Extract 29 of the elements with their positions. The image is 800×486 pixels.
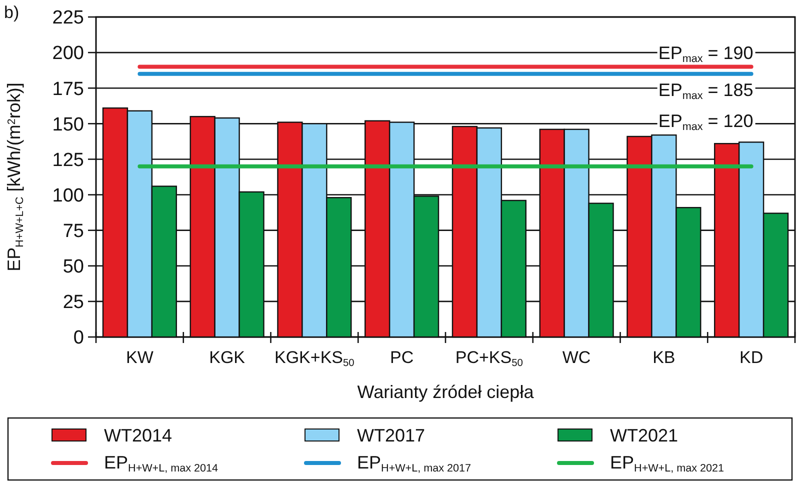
text: b) [4, 3, 20, 22]
y-tick-label: 150 [52, 114, 84, 136]
y-tick-label: 25 [62, 292, 84, 314]
y-tick-label: 75 [62, 220, 84, 242]
x-tick-label: KGK+KS$_{50}$ [274, 348, 355, 368]
y-tick-label: 0 [73, 328, 84, 349]
y-tick-label: 175 [52, 78, 84, 100]
x-tick-label: KB [652, 348, 676, 367]
legend-label: EP$_{H+W+L, max 2017}$ [357, 452, 472, 474]
x-tick-label: PC [390, 348, 414, 367]
x-tick-label: KW [126, 348, 154, 367]
legend-label: WT2014 [104, 425, 172, 446]
annotation: EP$_{max}$ = 120 [658, 111, 754, 133]
y-tick-label: 200 [52, 43, 84, 64]
legend-label: EP$_{H+W+L, max 2014}$ [104, 452, 218, 474]
x-tick-label: PC+KS$_{50}$ [455, 348, 524, 368]
x-tick-label: KD [740, 348, 764, 367]
y-tick-label: 100 [52, 185, 84, 206]
y-tick-label: 125 [52, 150, 84, 171]
x-tick-label: KGK [209, 348, 246, 367]
y-tick-label: 225 [52, 8, 84, 29]
y-tick-label: 50 [62, 256, 84, 278]
annotation: EP$_{max}$ = 190 [658, 42, 754, 65]
annotation: EP$_{max}$ = 185 [658, 80, 754, 102]
legend-label: EP$_{H+W+L, max 2021}$ [610, 452, 724, 474]
legend-label: WT2021 [610, 425, 678, 446]
x-axis-title: Warianty źródeł ciepła [357, 382, 535, 402]
legend-label: WT2017 [357, 425, 426, 446]
x-tick-label: WC [562, 348, 591, 367]
